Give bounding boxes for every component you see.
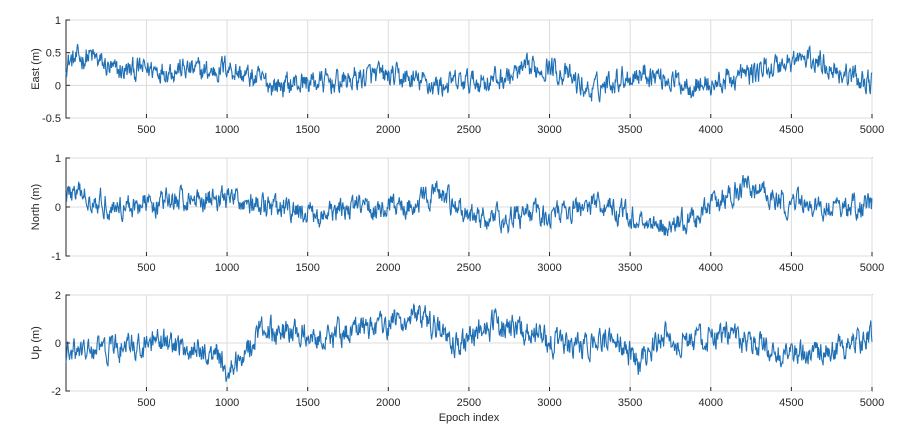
- x-tick-label: 1500: [295, 262, 319, 274]
- x-tick-label: 1500: [295, 124, 319, 136]
- x-tick-label: 1500: [295, 397, 319, 409]
- x-tick-label: 500: [137, 397, 155, 409]
- y-tick-label: 0: [55, 80, 61, 92]
- y-tick-label: -2: [51, 386, 61, 398]
- series-line-north: [65, 175, 873, 237]
- panel-up: -2 0 2 500 1000 1500 2000 2500 3000 3500 4000 4500…: [30, 290, 884, 424]
- panel-north: -1 0 1 500 1000 1500 2000 2500 3000 3500 4000 4500…: [30, 153, 884, 274]
- x-tick-label: 5000: [860, 124, 884, 136]
- x-tick-label: 2000: [376, 262, 400, 274]
- y-tick-label: 1: [55, 153, 61, 165]
- x-tick-label: 3000: [537, 262, 561, 274]
- y-tick-label: 0.5: [46, 48, 61, 60]
- y-tick-label: 0: [55, 202, 61, 214]
- x-tick-label: 2000: [376, 397, 400, 409]
- x-tick-label: 4500: [779, 397, 803, 409]
- x-tick-label: 500: [137, 124, 155, 136]
- x-tick-label: 500: [137, 262, 155, 274]
- x-tick-label: 2500: [457, 397, 481, 409]
- x-tick-label: 1000: [215, 262, 239, 274]
- series-line-east: [65, 43, 873, 103]
- x-tick-label: 4500: [779, 262, 803, 274]
- x-tick-label: 1000: [215, 397, 239, 409]
- x-tick-label: 2000: [376, 124, 400, 136]
- x-tick-label: 3000: [537, 124, 561, 136]
- ylabel-up: Up (m): [30, 326, 42, 360]
- x-tick-label: 2500: [457, 124, 481, 136]
- x-tick-label: 4000: [699, 124, 723, 136]
- y-tick-label: 1: [55, 15, 61, 27]
- x-tick-label: 4500: [779, 124, 803, 136]
- x-tick-label: 3500: [618, 262, 642, 274]
- x-tick-label: 1000: [215, 124, 239, 136]
- y-tick-label: -1: [51, 251, 61, 263]
- y-tick-label: -0.5: [42, 113, 61, 125]
- y-tick-label: 2: [55, 290, 61, 302]
- x-tick-label: 4000: [699, 262, 723, 274]
- y-tick-label: 0: [55, 338, 61, 350]
- ylabel-north: North (m): [30, 184, 42, 230]
- ylabel-east: East (m): [30, 48, 42, 90]
- x-tick-label: 3500: [618, 397, 642, 409]
- series-line-up: [65, 303, 873, 382]
- x-tick-label: 3000: [537, 397, 561, 409]
- x-tick-label: 5000: [860, 397, 884, 409]
- x-tick-label: 2500: [457, 262, 481, 274]
- xlabel-epoch-index: Epoch index: [439, 412, 500, 424]
- panel-east: -0.5 0 0.5 1 500 1000 1500 2000 2500 3000 3500 400…: [30, 15, 884, 136]
- x-tick-label: 3500: [618, 124, 642, 136]
- x-tick-label: 4000: [699, 397, 723, 409]
- x-tick-label: 5000: [860, 262, 884, 274]
